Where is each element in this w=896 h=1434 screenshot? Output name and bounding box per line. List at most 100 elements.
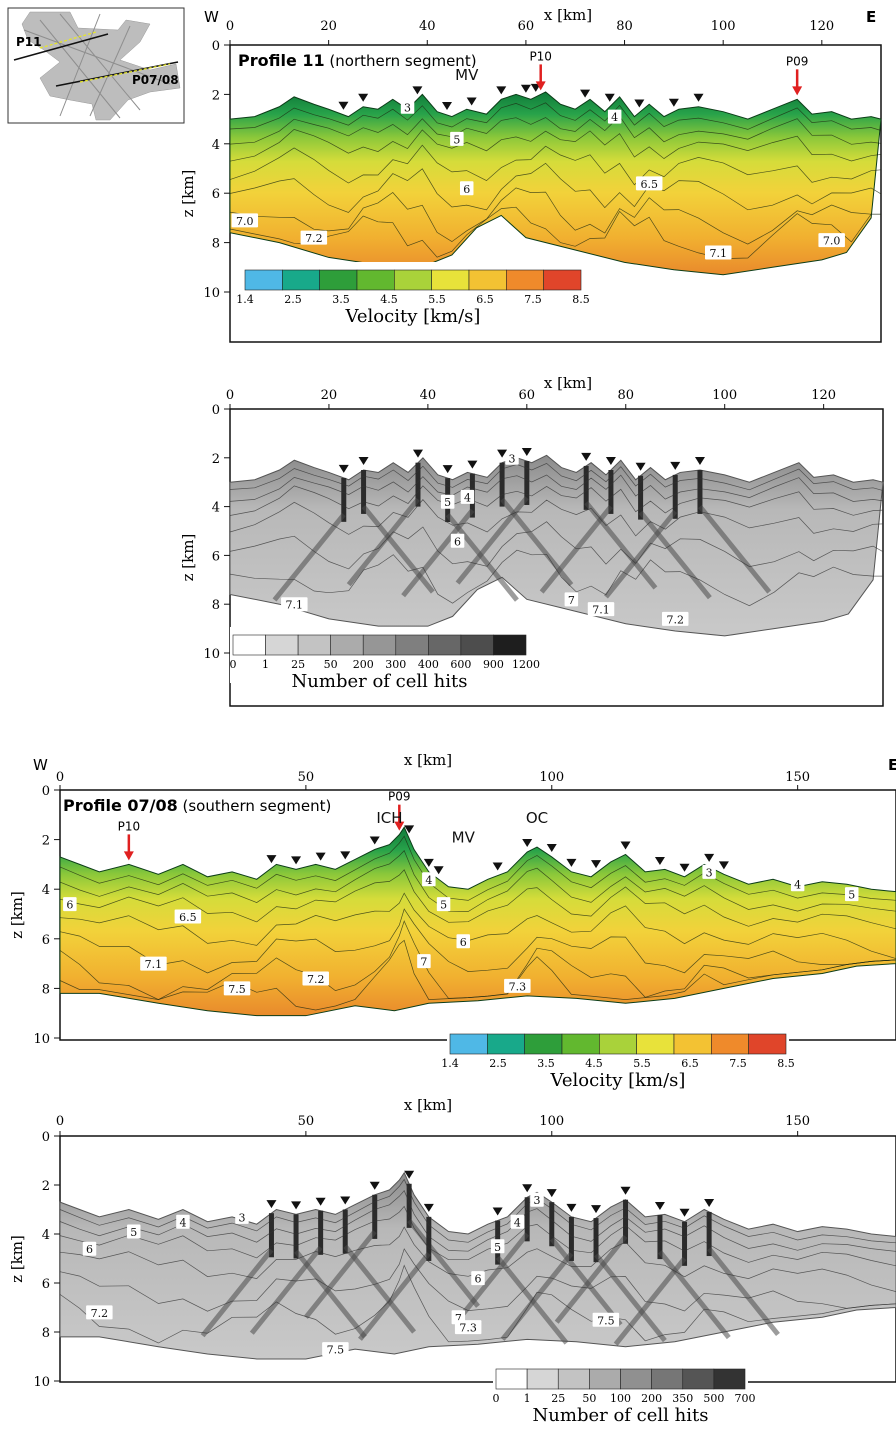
hit-column [672, 474, 678, 519]
ray-bundle [707, 1247, 780, 1337]
colorbar-swatch [282, 269, 320, 291]
inset-cross-tracks [23, 13, 171, 119]
x-tick-label: 150 [785, 770, 810, 785]
contour-line [229, 549, 883, 607]
contour-label-box [510, 1214, 525, 1229]
x-tick-label: 0 [56, 1114, 64, 1129]
station-marker [338, 464, 349, 473]
contour-label: 6.5 [179, 911, 197, 924]
station-marker [668, 98, 679, 107]
station-marker [315, 852, 326, 861]
y-axis-label: z [km] [179, 534, 197, 582]
ray-bundle [658, 1250, 731, 1340]
contour-label: 7.2 [307, 973, 325, 986]
y-tick-label: 2 [42, 1179, 50, 1194]
station-marker [605, 457, 616, 465]
station-marker [442, 465, 453, 474]
x-axis-label: x [km] [404, 1096, 452, 1114]
contour-line [229, 462, 884, 491]
colorbar-tick-label: 1 [262, 658, 269, 671]
contour-label: 5 [494, 1241, 501, 1254]
contour-label: 5 [130, 1226, 137, 1239]
colorbar-tick-label: 2.5 [284, 293, 302, 306]
colorbar-tick-label: 200 [353, 658, 374, 671]
contour-label: 4 [794, 879, 801, 892]
station-marker [635, 462, 646, 471]
contour-label: 6 [460, 936, 467, 949]
colorbar-swatch [232, 634, 266, 656]
contour-label: 7 [455, 1312, 462, 1325]
station-marker [358, 457, 369, 465]
y-tick-label: 4 [42, 883, 50, 898]
colorbar-swatch [330, 634, 364, 656]
contour-label: 3 [238, 1211, 245, 1224]
contour-label: 4 [425, 874, 432, 887]
contour-label-box [82, 1241, 97, 1256]
colorbar-tick-label: 8.5 [572, 293, 590, 306]
x-tick-label: 100 [539, 770, 564, 785]
colorbar-tick-label: 4.5 [585, 1057, 603, 1070]
colorbar-tick-label: 100 [610, 1392, 631, 1405]
colorbar-swatch [431, 269, 470, 291]
colorbar-label: Number of cell hits [533, 1405, 709, 1426]
colorbar-swatch [265, 634, 299, 656]
station-marker [423, 1203, 434, 1212]
hit-column [593, 1218, 599, 1263]
ray-bundle [698, 505, 772, 594]
contour-line [229, 485, 884, 516]
contour-line [229, 474, 884, 502]
contour-label-box [140, 956, 167, 971]
x-tick-label: 50 [298, 1114, 315, 1129]
hit-column [499, 462, 505, 507]
inset-shiptracks [21, 11, 181, 121]
colorbar-tick-label: 1.4 [441, 1057, 459, 1070]
x-tick-label: 50 [298, 770, 315, 785]
station-marker [369, 836, 380, 845]
contour-label-box [176, 1214, 190, 1229]
hit-column [706, 1211, 712, 1257]
x-tick-label: 60 [519, 388, 536, 403]
ray-bundle [200, 1248, 274, 1338]
colorbar-tick-label: 1200 [512, 658, 540, 671]
contour-line [59, 835, 896, 901]
hit-column [524, 1197, 530, 1242]
station-marker [522, 1184, 533, 1193]
station-marker [704, 1198, 715, 1207]
ray-bundle [401, 508, 475, 598]
contour-label: 7.2 [91, 1307, 109, 1320]
colorbar-label: Velocity [km/s] [345, 306, 481, 327]
contour-label-box [790, 877, 805, 892]
x-tick-label: 40 [419, 19, 436, 34]
contour-label-box [454, 1320, 482, 1335]
contour-label-box [400, 99, 415, 114]
contour-label: 7.2 [666, 613, 684, 626]
ray-bundle [613, 1256, 687, 1346]
contour-line [59, 908, 896, 974]
contour-line [59, 1264, 896, 1344]
y-tick-label: 2 [212, 452, 220, 467]
x-tick-label: 80 [616, 19, 633, 34]
contour-label-box [661, 611, 689, 626]
contour-line [229, 521, 884, 570]
station-marker [467, 460, 478, 469]
station-marker [604, 93, 615, 102]
station-marker [591, 860, 602, 869]
colorbar-tick-label: 25 [291, 658, 305, 671]
hit-column [361, 470, 367, 514]
colorbar-swatch [651, 1368, 684, 1390]
contour-label: 7.5 [327, 1344, 345, 1357]
hit-column [583, 465, 589, 510]
x-axis-label: x [km] [544, 374, 592, 392]
model-body [59, 826, 896, 1017]
colorbar-swatch [599, 1033, 637, 1055]
colorbar-label: Velocity [km/s] [550, 1070, 686, 1091]
colorbar-tick-label: 3.5 [537, 1057, 555, 1070]
x-tick-label: 100 [712, 388, 737, 403]
contour-label: 7.3 [509, 980, 527, 993]
ray-bundle [249, 1245, 323, 1335]
station-marker [522, 839, 533, 847]
ray-bundle [455, 496, 529, 585]
contour-line [59, 1190, 896, 1252]
